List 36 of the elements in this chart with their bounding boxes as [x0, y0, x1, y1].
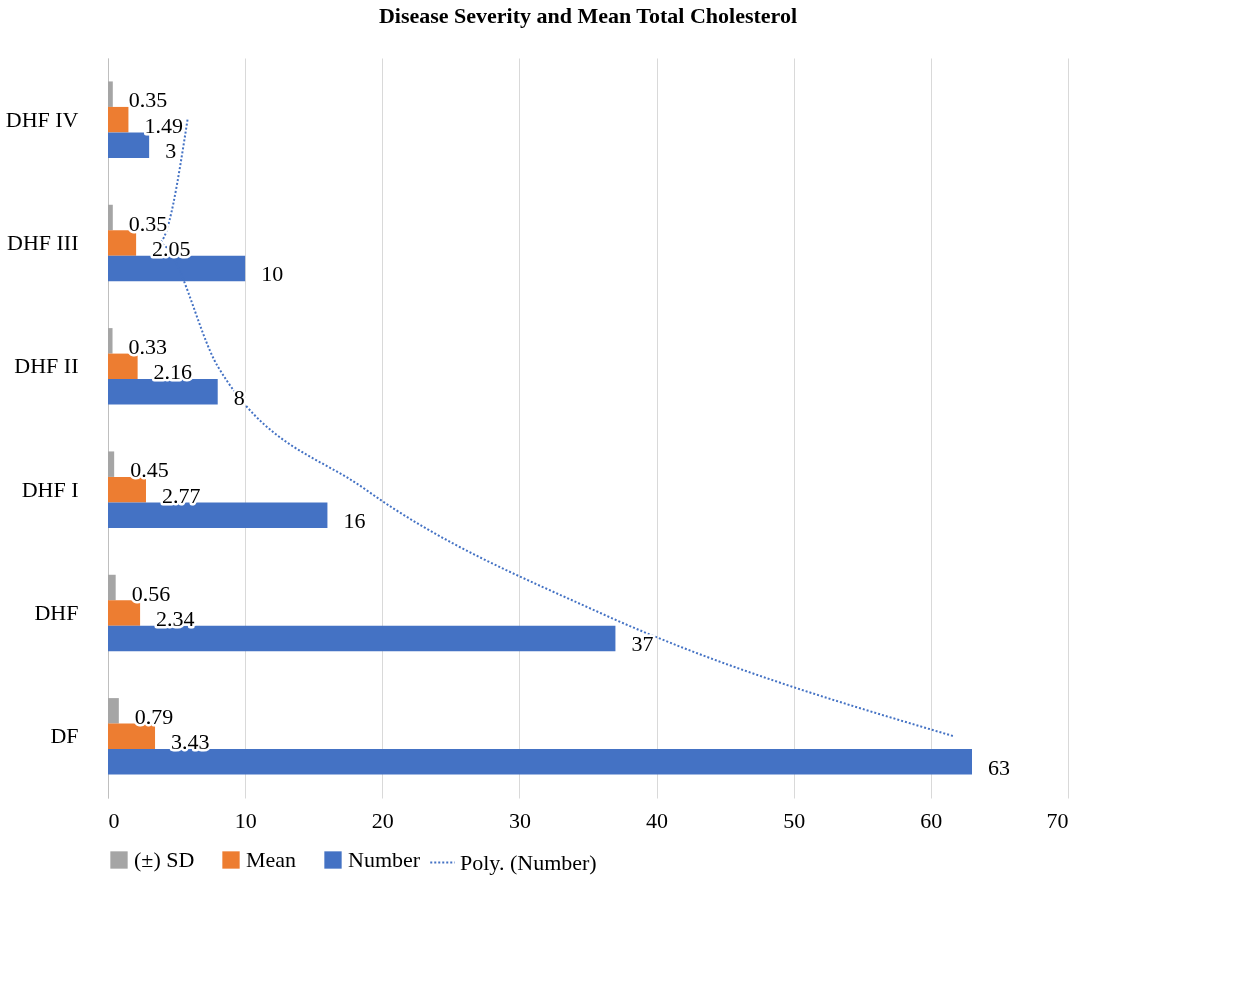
y-tick-label: DHF — [34, 600, 79, 625]
x-tick-label: 70 — [1046, 807, 1069, 833]
data-label: 2.77 — [161, 482, 201, 508]
data-label: 0.33 — [128, 333, 168, 359]
data-label: 0.79 — [134, 703, 174, 729]
x-tick-label: 60 — [920, 807, 943, 833]
legend-label: Number — [348, 847, 421, 872]
data-label: 1.49 — [144, 112, 183, 138]
y-tick-label: DHF I — [21, 476, 79, 502]
y-tick-label: DHF IV — [5, 106, 79, 132]
data-label: 16 — [343, 508, 366, 534]
y-tick-label: DF — [50, 723, 79, 749]
data-label: 37 — [631, 631, 654, 657]
data-label: 3 — [165, 138, 177, 164]
data-label: 0.45 — [130, 457, 169, 483]
x-tick-label: 10 — [234, 807, 257, 833]
data-label: 10 — [261, 261, 284, 287]
data-label: 0.56 — [131, 580, 171, 606]
data-label: 0.35 — [128, 210, 168, 236]
legend-label: Mean — [246, 847, 297, 872]
legend-label: Poly. (Number) — [460, 849, 597, 875]
x-tick-label: 50 — [783, 807, 806, 833]
data-label: 2.16 — [153, 359, 193, 385]
x-tick-label: 0 — [108, 807, 120, 833]
y-tick-label: DHF II — [14, 353, 79, 379]
x-tick-label: 40 — [646, 807, 669, 833]
data-label: 2.34 — [156, 606, 195, 631]
x-tick-label: 20 — [371, 807, 394, 833]
data-label: 2.05 — [152, 236, 191, 261]
legend-label: (±) SD — [134, 847, 195, 872]
x-tick-label: 30 — [508, 807, 531, 833]
data-label: 63 — [988, 754, 1010, 780]
y-tick-label: DHF III — [7, 230, 79, 255]
chart-title: Disease Severity and Mean Total Cholesterol — [378, 3, 798, 28]
data-label: 0.35 — [128, 87, 168, 113]
data-label: 3.43 — [171, 729, 210, 755]
